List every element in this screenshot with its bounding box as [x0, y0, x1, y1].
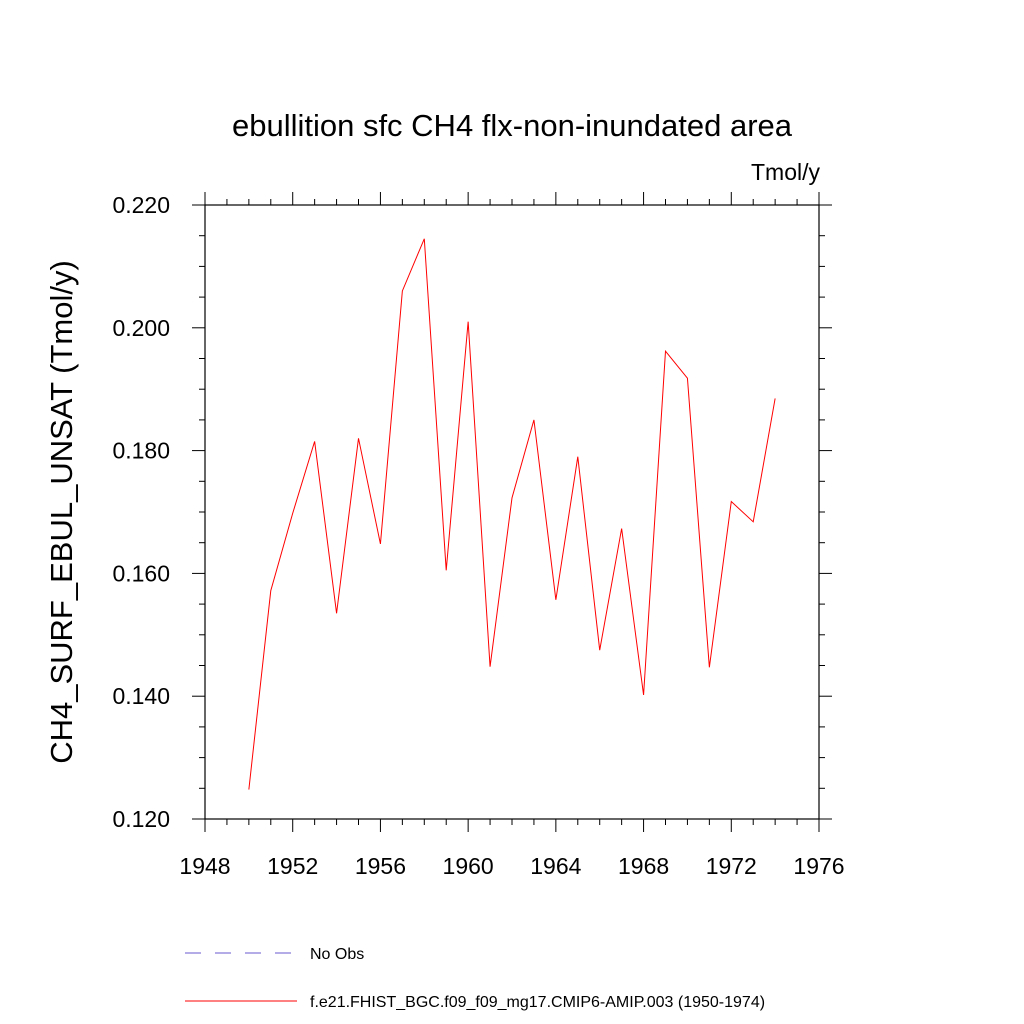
x-tick-label: 1948 [179, 853, 230, 879]
chart-title: ebullition sfc CH4 flx-non-inundated are… [232, 108, 793, 143]
plot-frame [204, 204, 820, 820]
y-tick-label: 0.120 [112, 806, 170, 832]
x-tick-label: 1956 [355, 853, 406, 879]
x-tick-label: 1960 [443, 853, 494, 879]
y-tick-label: 0.160 [112, 560, 170, 586]
x-tick-label: 1952 [267, 853, 318, 879]
x-tick-labels: 1948 1952 1956 1960 1964 1968 1972 1976 [179, 853, 844, 879]
x-tick-label: 1976 [793, 853, 844, 879]
legend-label-0: No Obs [310, 946, 364, 963]
y-axis-title: CH4_SURF_EBUL_UNSAT (Tmol/y) [44, 260, 79, 764]
x-tick-label: 1964 [530, 853, 581, 879]
x-tick-label: 1968 [618, 853, 669, 879]
legend-label-1: f.e21.FHIST_BGC.f09_f09_mg17.CMIP6-AMIP.… [310, 994, 765, 1011]
series-layer [248, 238, 776, 790]
legend: No Obs f.e21.FHIST_BGC.f09_f09_mg17.CMIP6… [185, 946, 765, 1011]
y-tick-labels: 0.120 0.140 0.160 0.180 0.200 0.220 [112, 192, 170, 832]
x-tick-label: 1972 [706, 853, 757, 879]
series-line-0 [248, 238, 776, 790]
y-tick-label: 0.140 [112, 683, 170, 709]
units-label: Tmol/y [751, 159, 821, 185]
y-tick-label: 0.220 [112, 192, 170, 218]
axis-ticks [192, 192, 832, 832]
y-tick-label: 0.200 [112, 315, 170, 341]
y-tick-label: 0.180 [112, 438, 170, 464]
